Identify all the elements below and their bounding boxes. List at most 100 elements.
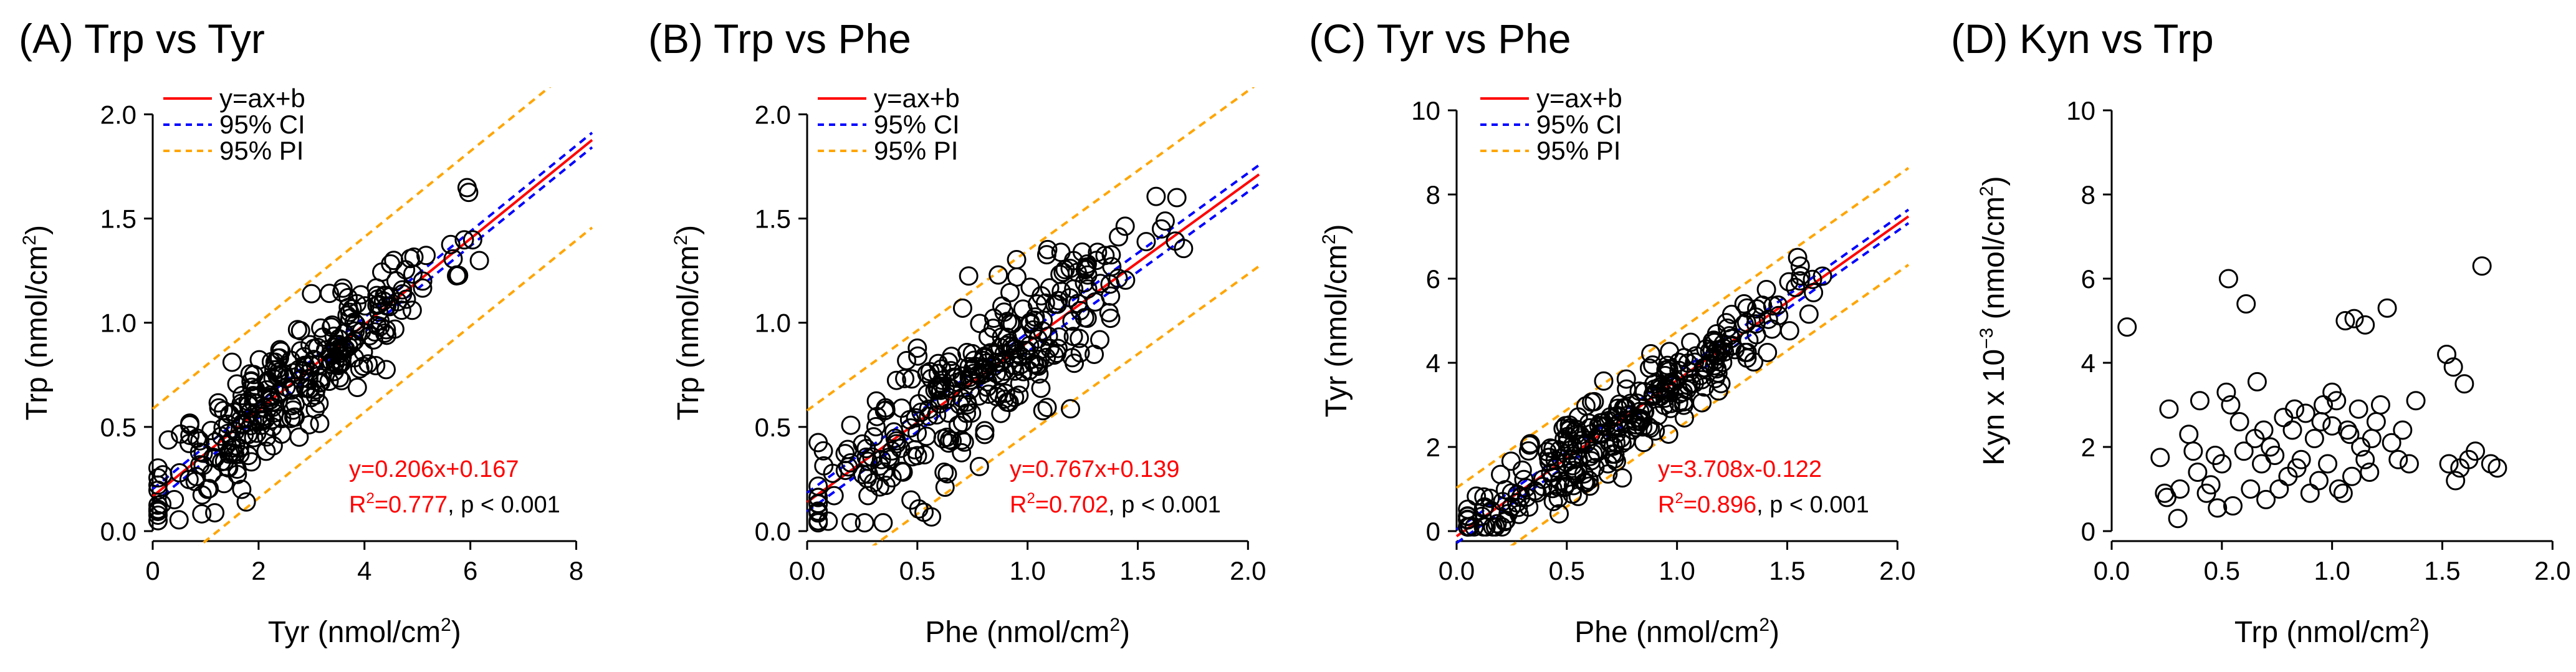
data-point [249, 350, 269, 370]
data-point [914, 445, 934, 465]
data-point [873, 513, 893, 533]
data-point [2327, 391, 2347, 411]
data-point [186, 467, 206, 487]
y-tick-label: 2 [2081, 433, 2095, 462]
data-point [148, 495, 168, 515]
data-point [1115, 216, 1135, 236]
data-point [148, 475, 168, 495]
data-point [948, 415, 968, 435]
data-point [824, 486, 844, 506]
data-point [1136, 232, 1156, 252]
x-tick-label: 1.5 [1769, 556, 1805, 585]
p-value: , p < 0.001 [1756, 492, 1869, 518]
data-point [232, 385, 252, 405]
data-point [1607, 423, 1627, 443]
r2-label: R [349, 492, 366, 518]
data-point [366, 355, 386, 375]
data-point [907, 423, 927, 443]
data-point [1803, 269, 1822, 289]
data-point [1600, 407, 1620, 427]
data-point [370, 311, 390, 331]
y-tick-label: 2.0 [100, 100, 136, 129]
data-point [1480, 488, 1500, 508]
data-point [902, 369, 922, 389]
y-tick-label: 8 [2081, 180, 2095, 209]
x-tick-label: 0 [145, 556, 160, 585]
data-point [305, 385, 325, 405]
x-tick-label: 0.5 [1549, 556, 1585, 585]
data-point [2208, 498, 2228, 518]
data-point [244, 428, 264, 448]
data-point [1476, 517, 1496, 537]
data-point [1790, 256, 1810, 276]
data-point [369, 302, 389, 322]
y-tick-label: 10 [2066, 96, 2095, 125]
data-point [353, 357, 373, 377]
data-point [454, 230, 474, 250]
data-point [282, 396, 302, 416]
data-point [2291, 449, 2311, 469]
data-point [2229, 412, 2249, 431]
data-point [954, 432, 974, 452]
panel-c-points [1458, 247, 1832, 537]
panel-d-title: (D) Kyn vs Trp [1951, 16, 2214, 62]
data-point [2443, 357, 2463, 377]
data-point [351, 285, 371, 305]
data-point [1812, 266, 1832, 286]
data-point [180, 425, 200, 445]
x-tick-label: 2 [251, 556, 266, 585]
data-point [1458, 517, 1478, 537]
data-point [1037, 245, 1056, 265]
data-point [263, 391, 283, 411]
data-point [978, 327, 998, 347]
fit-stats: R2=0.896, p < 0.001 [1658, 490, 1869, 518]
data-point [2212, 454, 2232, 474]
r2-label: R [1658, 492, 1675, 518]
data-point [1090, 330, 1110, 350]
data-point [853, 464, 873, 484]
data-point [871, 449, 891, 469]
data-point [1020, 314, 1040, 334]
data-point [2337, 420, 2357, 440]
data-point [1040, 338, 1060, 358]
x-tick-label: 8 [569, 556, 583, 585]
data-point [893, 462, 913, 482]
y-tick-label: 0.5 [755, 413, 791, 442]
data-point [400, 249, 420, 269]
panel-c-stats: y=3.708x-0.122 R2=0.896, p < 0.001 [1658, 456, 1869, 518]
legend-pi-label: 95% PI [874, 136, 958, 165]
data-point [1612, 468, 1632, 488]
data-point [190, 431, 210, 451]
data-point [1033, 401, 1053, 421]
data-point [1645, 421, 1665, 441]
data-point [290, 321, 310, 341]
data-point [1606, 433, 1626, 453]
data-point [1492, 517, 1512, 537]
data-point [416, 246, 436, 266]
data-point [220, 405, 240, 425]
data-point [2446, 471, 2466, 491]
data-point [989, 265, 1008, 285]
data-point [2377, 298, 2397, 318]
data-point [1031, 378, 1051, 398]
r2-value: =0.777 [375, 492, 448, 518]
data-point [2221, 395, 2241, 415]
data-point [1013, 362, 1033, 382]
data-point [2190, 391, 2210, 411]
pi-lower-line [198, 226, 593, 545]
data-point [813, 441, 833, 461]
data-point [970, 314, 990, 334]
data-point [443, 249, 463, 269]
data-point [1626, 418, 1646, 438]
r2-sup: 2 [1675, 490, 1683, 507]
legend-ci-label: 95% CI [219, 110, 305, 139]
data-point [808, 487, 828, 507]
x-tick-label: 0.0 [789, 556, 825, 585]
fit-stats: R2=0.777, p < 0.001 [349, 490, 560, 518]
panel-d-points [2117, 256, 2507, 529]
data-point [2437, 345, 2457, 364]
data-point [1495, 480, 1515, 500]
data-point [1507, 484, 1527, 504]
data-point [895, 368, 915, 388]
